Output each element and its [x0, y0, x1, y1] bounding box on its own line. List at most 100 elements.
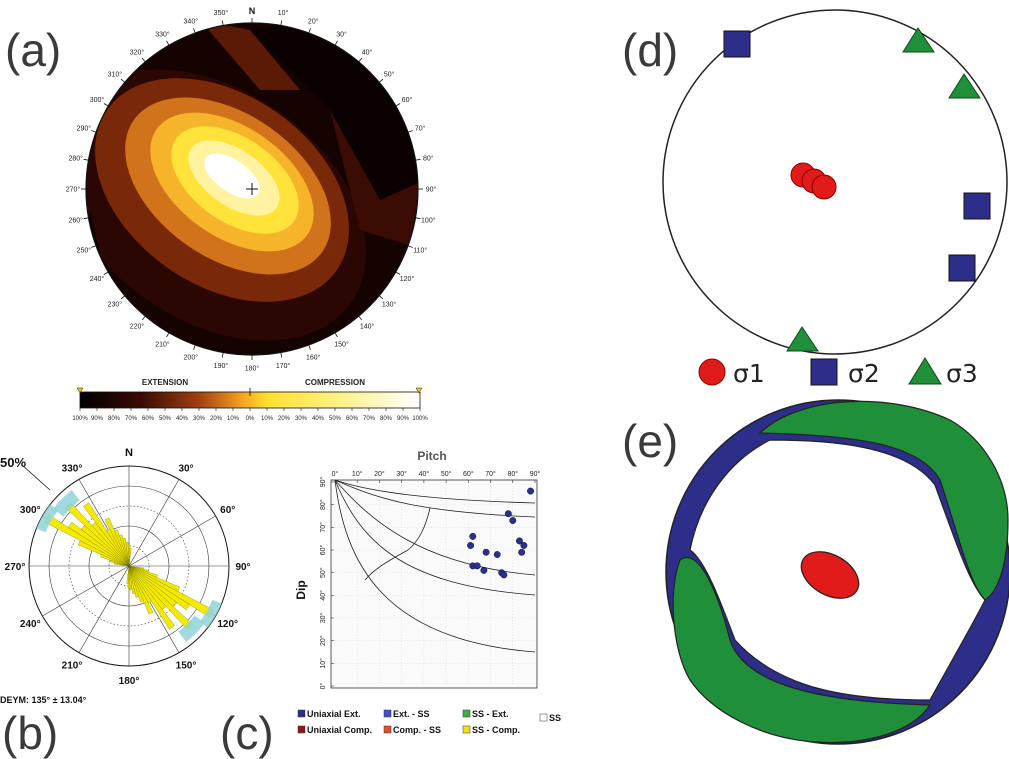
colorbar-tick-label: 70% [125, 416, 138, 422]
data-point [493, 551, 501, 558]
x-tick-label: 40° [419, 470, 430, 478]
azimuth-tick [415, 217, 421, 220]
azimuth-tick [280, 20, 283, 26]
rose-petal [128, 565, 190, 611]
rose-spoke [78, 565, 130, 653]
azimuth-label: 350° [214, 9, 229, 17]
azimuth-label: 90° [426, 186, 437, 194]
north-label-b: N [125, 447, 133, 459]
boundary-curve-4 [334, 479, 536, 653]
sigma3-marker [948, 73, 981, 99]
data-point [480, 566, 488, 574]
rose-petal [128, 565, 133, 591]
azimuth-label: 170° [276, 362, 291, 370]
rose-label: 330° [62, 463, 83, 474]
rose-statistic: DEYM: 135° ± 13.04° [0, 695, 87, 705]
y-tick-label: 40° [319, 590, 327, 601]
pitch-title: Pitch [417, 449, 446, 463]
azimuth-tick [103, 103, 109, 107]
colorbar-arrow-left [76, 387, 84, 394]
x-tick-label: 80° [507, 470, 518, 478]
colorbar-tick-label: 10% [227, 416, 240, 422]
azimuth-label: 30° [336, 30, 347, 38]
data-point [509, 517, 517, 524]
azimuth-tick [120, 78, 126, 83]
rose-petal [128, 565, 144, 603]
panel-label-b: (b) [2, 707, 59, 759]
rose-petal [128, 565, 175, 630]
colorbar-tick-label: 10% [261, 416, 274, 422]
data-point [527, 487, 535, 495]
data-point [500, 571, 508, 579]
legend-swatch [297, 725, 306, 734]
azimuth-tick [334, 40, 338, 46]
rose-uncertainty [53, 490, 80, 517]
legend-swatch [383, 725, 392, 734]
boundary-curve-7 [364, 549, 409, 581]
boundary-curve-1 [334, 479, 536, 518]
rose-petal [83, 502, 130, 567]
data-point [473, 562, 481, 570]
rose-spoke [42, 565, 130, 617]
azimuth-label: 340° [184, 17, 199, 25]
y-tick-label: 80° [319, 499, 327, 510]
boundary-curve-3 [334, 479, 536, 596]
legend-label: Comp. - SS [393, 725, 441, 735]
azimuth-tick [358, 57, 363, 63]
azimuth-tick [407, 130, 413, 133]
rose-petals [36, 490, 222, 642]
azimuth-label: 240° [90, 275, 105, 283]
azimuth-label: 70° [415, 124, 426, 132]
panel-label-e: (e) [622, 415, 679, 467]
panel-b-rose: N 30°60°90°120°150°180°210°240°270°300°3… [0, 447, 251, 705]
panel-d-stress-axes: σ1 σ2 σ3 [662, 9, 1008, 388]
azimuth-label: 150° [334, 341, 349, 349]
colorbar-arrow-right [415, 387, 423, 394]
colorbar-tick-label: 30% [295, 416, 308, 422]
rose-label: 90° [235, 562, 250, 573]
panel-c-pitch-dip: Pitch Dip 0° 10° 20° 30° 40° 50° 60° 70° 80° 90° 9… [294, 449, 561, 735]
x-tick-label: 20° [374, 470, 385, 478]
rose-spoke [128, 515, 216, 567]
azimuth-label: 300° [90, 96, 105, 104]
sigma2-marker [948, 254, 976, 282]
azimuth-tick [221, 352, 224, 358]
data-point [515, 537, 523, 545]
azimuth-label: 20° [308, 17, 319, 25]
legend-label: SS - Comp. [472, 725, 520, 735]
azimuth-label: 220° [130, 323, 145, 331]
data-point [504, 510, 512, 518]
azimuth-label: 80° [423, 154, 434, 162]
azimuth-tick [120, 295, 126, 300]
azimuth-tick [166, 332, 170, 338]
azimuth-tick [141, 315, 146, 321]
colorbar-tick-label: 100% [412, 416, 428, 422]
legend-label: SS [549, 713, 561, 723]
azimuth-tick [395, 271, 401, 275]
axis-ticks: 0° 10° 20° 30° 40° 50° 60° 70° 80° 90° 90° 80° 70° 60… [319, 470, 540, 689]
rose-label: 30° [178, 463, 193, 474]
colorbar-tick-label: 0% [246, 416, 255, 422]
rose-spoke [128, 479, 180, 567]
azimuth-label: 180° [245, 365, 260, 373]
colorbar-tick-label: 90% [91, 416, 104, 422]
boundary-curve-6 [407, 507, 431, 551]
azimuth-label: 260° [68, 217, 83, 225]
rose-labels: 30° 60° 90° 120° 150° 180° 210° 240° 270° 300° 330… [5, 463, 251, 687]
colorbar-tick-label: 30% [193, 416, 206, 422]
y-tick-label: 60° [319, 545, 327, 556]
azimuth-label: 130° [382, 301, 397, 309]
azimuth-tick [334, 332, 338, 338]
colorbar-tick-label: 20% [210, 416, 223, 422]
colorbar-tick-label: 90% [397, 416, 410, 422]
colorbar-tick-label: 60% [142, 416, 155, 422]
data-point [469, 532, 477, 540]
x-tick-label: 0° [332, 470, 339, 478]
legend-swatch [539, 713, 548, 722]
azimuth-tick [378, 78, 384, 83]
legend-sigma1-label: σ1 [733, 359, 765, 388]
azimuth-tick [166, 40, 170, 46]
rose-label: 300° [20, 505, 41, 516]
rose-petal [114, 529, 130, 567]
